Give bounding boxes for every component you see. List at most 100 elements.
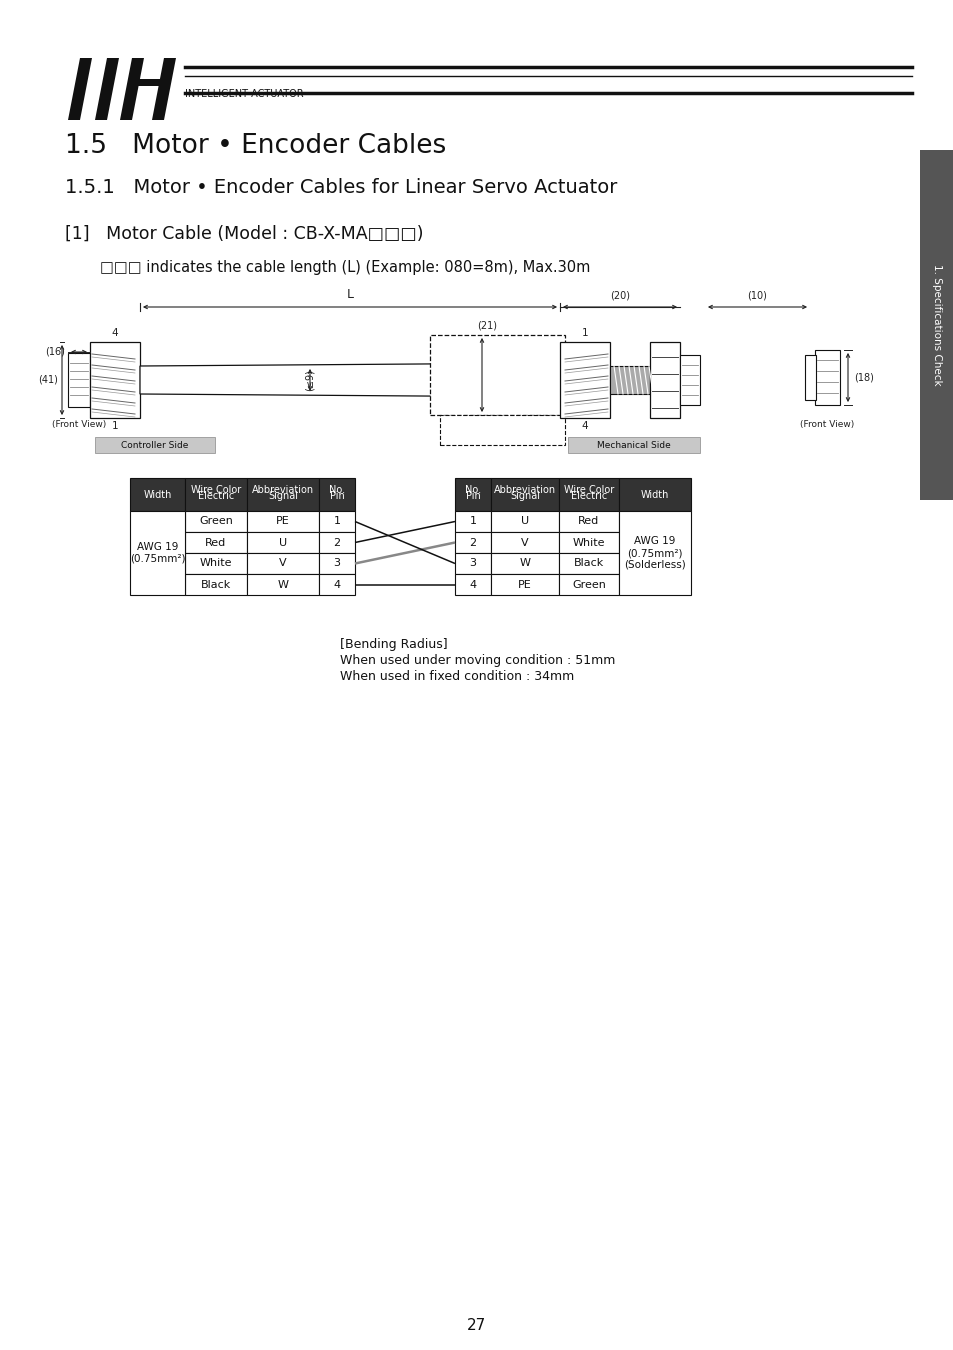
- Text: White: White: [572, 537, 604, 548]
- Text: (20): (20): [609, 292, 629, 301]
- Bar: [919, 150, 953, 500]
- Bar: [185, 554, 247, 574]
- Text: (21): (21): [476, 320, 497, 329]
- Bar: [455, 478, 491, 512]
- Text: Signal: Signal: [268, 491, 297, 501]
- Text: V: V: [279, 559, 287, 568]
- Bar: [491, 554, 558, 574]
- Text: 1: 1: [112, 421, 118, 431]
- Text: 1.5   Motor • Encoder Cables: 1.5 Motor • Encoder Cables: [65, 134, 446, 159]
- Text: Pin: Pin: [330, 491, 344, 501]
- Text: PE: PE: [275, 517, 290, 526]
- Text: (41): (41): [38, 375, 58, 385]
- Bar: [68, 352, 90, 406]
- Text: U: U: [278, 537, 287, 548]
- Bar: [135, 80, 161, 86]
- Text: Red: Red: [578, 517, 599, 526]
- Bar: [491, 512, 558, 532]
- Text: Red: Red: [205, 537, 227, 548]
- Bar: [804, 355, 815, 400]
- Text: V: V: [520, 537, 528, 548]
- Text: Green: Green: [199, 517, 233, 526]
- Bar: [318, 574, 355, 595]
- Text: U: U: [520, 517, 529, 526]
- Bar: [567, 437, 700, 454]
- Bar: [185, 574, 247, 595]
- Text: (10): (10): [747, 292, 766, 301]
- Bar: [649, 342, 679, 418]
- Text: AWG 19
(0.75mm²): AWG 19 (0.75mm²): [130, 543, 185, 564]
- Bar: [318, 512, 355, 532]
- Polygon shape: [68, 58, 91, 120]
- Text: W: W: [519, 559, 530, 568]
- Text: (16): (16): [45, 347, 65, 356]
- Text: Abbreviation: Abbreviation: [494, 485, 556, 495]
- Bar: [439, 414, 564, 446]
- Bar: [455, 574, 491, 595]
- Text: Electric: Electric: [197, 491, 233, 501]
- Bar: [318, 554, 355, 574]
- Text: 4: 4: [112, 328, 118, 338]
- Text: Width: Width: [143, 490, 172, 500]
- Text: 1: 1: [469, 517, 476, 526]
- Text: 3: 3: [334, 559, 340, 568]
- Text: When used in fixed condition : 34mm: When used in fixed condition : 34mm: [339, 670, 574, 683]
- Polygon shape: [120, 58, 144, 120]
- Bar: [247, 512, 318, 532]
- Polygon shape: [152, 58, 175, 120]
- Bar: [247, 478, 318, 512]
- Bar: [318, 478, 355, 512]
- Bar: [95, 437, 214, 454]
- Text: [Bending Radius]: [Bending Radius]: [339, 639, 447, 651]
- Bar: [491, 532, 558, 553]
- Text: 4: 4: [581, 421, 588, 431]
- Text: 1: 1: [334, 517, 340, 526]
- Polygon shape: [95, 58, 119, 120]
- Bar: [455, 512, 491, 532]
- Bar: [247, 554, 318, 574]
- Text: 27: 27: [467, 1319, 486, 1334]
- Text: [1]   Motor Cable (Model : CB-X-MA□□□): [1] Motor Cable (Model : CB-X-MA□□□): [65, 225, 423, 243]
- Bar: [185, 478, 247, 512]
- Text: AWG 19
(0.75mm²)
(Solderless): AWG 19 (0.75mm²) (Solderless): [623, 536, 685, 570]
- Text: Signal: Signal: [510, 491, 539, 501]
- Text: (≤9): (≤9): [305, 369, 314, 391]
- Text: PE: PE: [517, 579, 532, 590]
- Text: Wire Color: Wire Color: [191, 485, 241, 495]
- Text: Pin: Pin: [465, 491, 480, 501]
- Bar: [90, 342, 140, 418]
- Bar: [558, 554, 618, 574]
- Bar: [609, 366, 649, 394]
- Text: (Front View): (Front View): [51, 420, 106, 429]
- Text: 4: 4: [469, 579, 476, 590]
- Text: Controller Side: Controller Side: [121, 440, 189, 450]
- Bar: [491, 478, 558, 512]
- Text: 2: 2: [334, 537, 340, 548]
- Bar: [679, 355, 700, 405]
- Bar: [491, 574, 558, 595]
- Text: 1. Specifications Check: 1. Specifications Check: [931, 265, 941, 386]
- Text: White: White: [199, 559, 232, 568]
- Bar: [455, 554, 491, 574]
- Text: Mechanical Side: Mechanical Side: [597, 440, 670, 450]
- Text: No.: No.: [464, 485, 480, 495]
- Bar: [130, 478, 185, 512]
- Bar: [618, 478, 690, 512]
- Bar: [618, 512, 690, 595]
- Text: W: W: [277, 579, 288, 590]
- Text: Wire Color: Wire Color: [563, 485, 614, 495]
- Bar: [247, 532, 318, 553]
- Bar: [558, 574, 618, 595]
- Text: 1: 1: [581, 328, 588, 338]
- Bar: [318, 532, 355, 553]
- Bar: [559, 342, 609, 418]
- Bar: [185, 512, 247, 532]
- Text: Black: Black: [201, 579, 231, 590]
- Text: □□□ indicates the cable length (L) (Example: 080=8m), Max.30m: □□□ indicates the cable length (L) (Exam…: [100, 261, 590, 275]
- Bar: [185, 532, 247, 553]
- Bar: [247, 574, 318, 595]
- Bar: [558, 478, 618, 512]
- Text: L: L: [346, 288, 354, 301]
- Bar: [430, 335, 564, 414]
- Text: Electric: Electric: [570, 491, 606, 501]
